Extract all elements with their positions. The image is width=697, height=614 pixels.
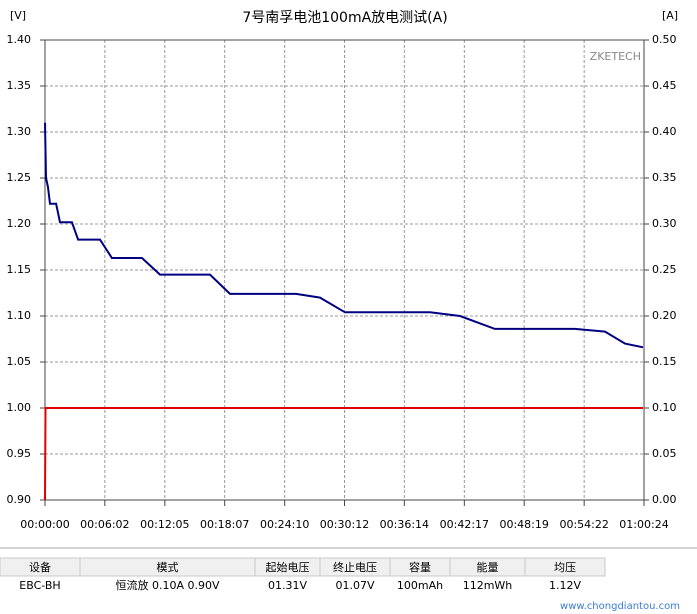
chart-title: 7号南孚电池100mA放电测试(A) [242, 10, 447, 26]
x-tick-label: 00:18:07 [200, 518, 249, 531]
x-tick-label: 01:00:24 [619, 518, 668, 531]
site-watermark: www.chongdiantou.com [560, 601, 680, 612]
table-cell: 1.12V [549, 579, 581, 592]
x-tick-label: 00:48:19 [499, 518, 548, 531]
y-tick-label: 0.90 [7, 493, 32, 506]
y-tick-label: 1.10 [7, 309, 32, 322]
y2-tick-label: 0.50 [652, 33, 677, 46]
table-header: 设备 [29, 560, 51, 574]
table-cell: 112mWh [463, 579, 513, 592]
y2-tick-label: 0.20 [652, 309, 677, 322]
table-header-cell [524, 557, 606, 577]
y2-tick-label: 0.40 [652, 125, 677, 138]
x-tick-label: 00:36:14 [380, 518, 429, 531]
y2-tick-label: 0.45 [652, 79, 677, 92]
watermark: ZKETECH [590, 50, 641, 63]
table-cell: EBC-BH [19, 579, 60, 592]
y2-tick-label: 0.05 [652, 447, 677, 460]
y2-tick-label: 0.00 [652, 493, 677, 506]
x-tick-label: 00:24:10 [260, 518, 309, 531]
table-header: 起始电压 [266, 560, 310, 574]
y2-tick-label: 0.10 [652, 401, 677, 414]
x-tick-label: 00:00:00 [20, 518, 69, 531]
y-tick-label: 1.05 [7, 355, 32, 368]
x-tick-label: 00:42:17 [440, 518, 489, 531]
y2-tick-label: 0.25 [652, 263, 677, 276]
x-tick-label: 00:30:12 [320, 518, 369, 531]
y2-tick-label: 0.35 [652, 171, 677, 184]
y-tick-label: 1.15 [7, 263, 32, 276]
table-header: 均压 [554, 561, 576, 574]
x-tick-label: 00:12:05 [140, 518, 189, 531]
table-cell: 01.07V [335, 579, 374, 592]
y-tick-label: 1.40 [7, 33, 32, 46]
y-tick-label: 1.25 [7, 171, 32, 184]
table-cell: 恒流放 0.10A 0.90V [115, 578, 220, 592]
y-tick-label: 1.00 [7, 401, 32, 414]
y-unit: [V] [10, 9, 26, 22]
table-header: 容量 [409, 560, 431, 574]
table-header: 能量 [477, 560, 499, 574]
table-header: 模式 [157, 561, 179, 574]
series-line [44, 122, 644, 349]
y2-tick-label: 0.30 [652, 217, 677, 230]
y-tick-label: 1.35 [7, 79, 32, 92]
table-header: 终止电压 [333, 560, 377, 574]
table-cell: 01.31V [268, 579, 307, 592]
x-tick-label: 00:54:22 [559, 518, 608, 531]
y-tick-label: 1.30 [7, 125, 32, 138]
y2-unit: [A] [662, 9, 678, 22]
y2-tick-label: 0.15 [652, 355, 677, 368]
y-tick-label: 1.20 [7, 217, 32, 230]
series-line [44, 407, 643, 501]
y-tick-label: 0.95 [7, 447, 32, 460]
table-cell: 100mAh [397, 579, 443, 592]
x-tick-label: 00:06:02 [80, 518, 129, 531]
